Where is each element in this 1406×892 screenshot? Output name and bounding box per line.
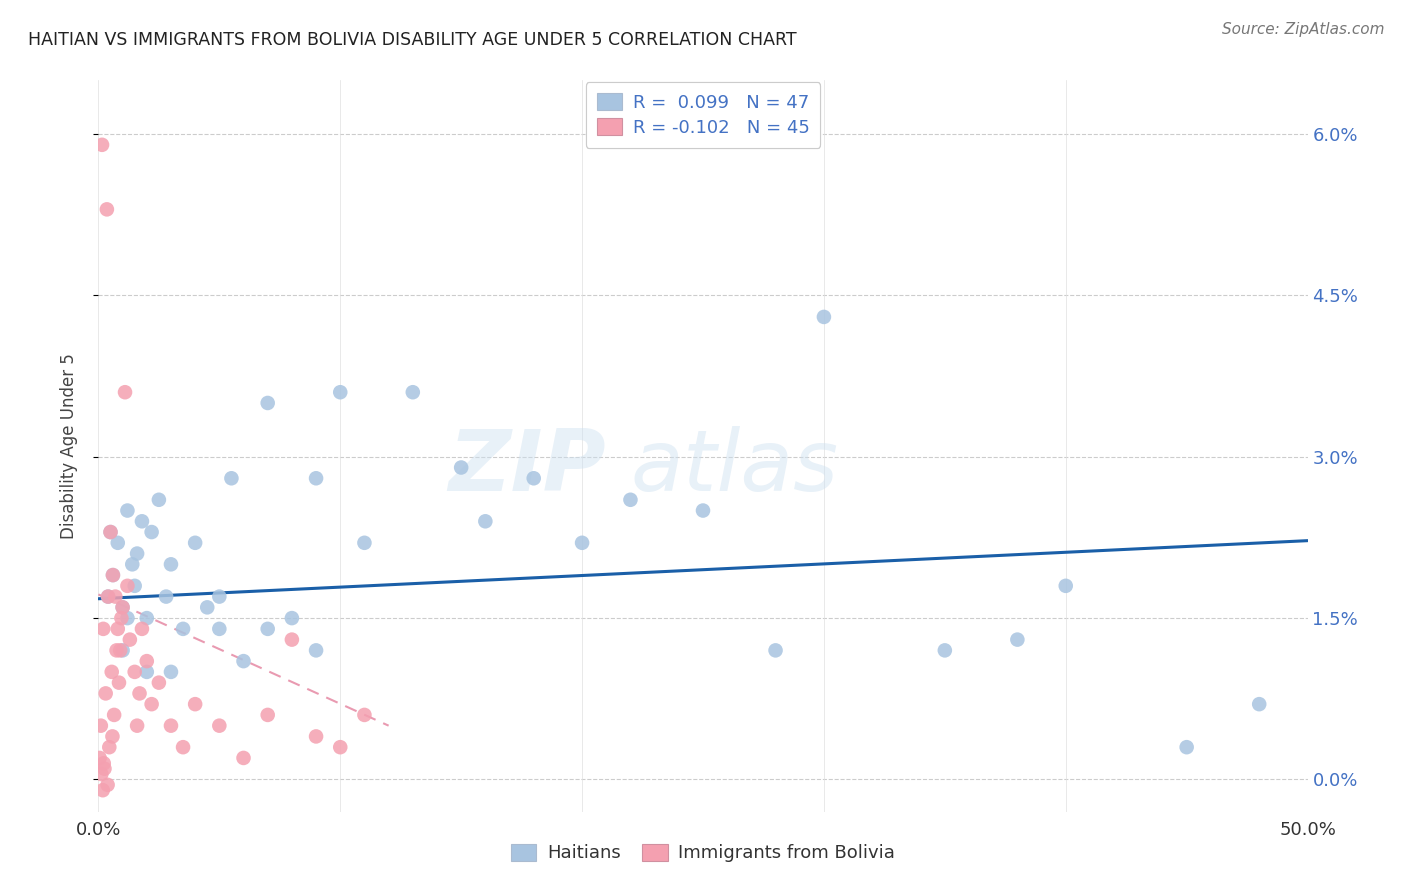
Point — [141, 524, 163, 539]
Point — [100, 524, 122, 539]
Point — [256, 622, 278, 636]
Point — [96, 202, 118, 217]
Point — [329, 740, 352, 755]
Point — [118, 632, 141, 647]
Point — [148, 675, 170, 690]
Point — [523, 471, 546, 485]
Point — [1007, 632, 1029, 647]
Point — [108, 643, 131, 657]
Point — [281, 611, 304, 625]
Point — [127, 547, 149, 561]
Point — [450, 460, 472, 475]
Point — [124, 665, 146, 679]
Point — [91, 137, 114, 152]
Point — [105, 643, 128, 657]
Point — [619, 492, 641, 507]
Point — [160, 665, 183, 679]
Point — [101, 730, 124, 744]
Point — [131, 622, 153, 636]
Point — [91, 622, 114, 636]
Text: ZIP: ZIP — [449, 426, 606, 509]
Point — [111, 643, 134, 657]
Point — [90, 719, 112, 733]
Point — [131, 514, 153, 528]
Point — [402, 385, 425, 400]
Point — [474, 514, 496, 528]
Point — [256, 396, 278, 410]
Point — [121, 558, 143, 572]
Point — [256, 707, 278, 722]
Point — [232, 654, 254, 668]
Text: Source: ZipAtlas.com: Source: ZipAtlas.com — [1222, 22, 1385, 37]
Legend: Haitians, Immigrants from Bolivia: Haitians, Immigrants from Bolivia — [503, 837, 903, 870]
Point — [208, 590, 231, 604]
Point — [100, 665, 122, 679]
Point — [94, 686, 117, 700]
Point — [208, 622, 231, 636]
Point — [124, 579, 146, 593]
Point — [160, 558, 183, 572]
Point — [148, 492, 170, 507]
Point — [93, 756, 115, 771]
Point — [172, 622, 194, 636]
Point — [114, 385, 136, 400]
Point — [103, 707, 125, 722]
Point — [111, 600, 134, 615]
Point — [117, 579, 139, 593]
Text: atlas: atlas — [630, 426, 838, 509]
Point — [89, 751, 111, 765]
Point — [172, 740, 194, 755]
Point — [232, 751, 254, 765]
Point — [128, 686, 150, 700]
Point — [135, 611, 157, 625]
Point — [221, 471, 243, 485]
Point — [281, 632, 304, 647]
Point — [329, 385, 352, 400]
Text: HAITIAN VS IMMIGRANTS FROM BOLIVIA DISABILITY AGE UNDER 5 CORRELATION CHART: HAITIAN VS IMMIGRANTS FROM BOLIVIA DISAB… — [28, 31, 797, 49]
Point — [98, 740, 121, 755]
Point — [1054, 579, 1077, 593]
Point — [571, 536, 593, 550]
Point — [104, 590, 127, 604]
Point — [107, 536, 129, 550]
Point — [97, 590, 120, 604]
Point — [93, 762, 115, 776]
Point — [1175, 740, 1198, 755]
Point — [117, 611, 139, 625]
Point — [111, 600, 134, 615]
Point — [765, 643, 787, 657]
Point — [90, 767, 112, 781]
Point — [305, 643, 328, 657]
Point — [97, 778, 120, 792]
Point — [692, 503, 714, 517]
Point — [934, 643, 956, 657]
Point — [101, 568, 124, 582]
Point — [117, 503, 139, 517]
Point — [155, 590, 177, 604]
Y-axis label: Disability Age Under 5: Disability Age Under 5 — [59, 353, 77, 539]
Point — [135, 665, 157, 679]
Point — [97, 590, 120, 604]
Point — [91, 783, 114, 797]
Point — [110, 611, 132, 625]
Point — [108, 675, 131, 690]
Point — [135, 654, 157, 668]
Point — [107, 622, 129, 636]
Point — [100, 524, 122, 539]
Point — [101, 568, 124, 582]
Point — [195, 600, 218, 615]
Point — [353, 536, 375, 550]
Point — [127, 719, 149, 733]
Point — [184, 697, 207, 711]
Point — [208, 719, 231, 733]
Legend: R =  0.099   N = 47, R = -0.102   N = 45: R = 0.099 N = 47, R = -0.102 N = 45 — [586, 82, 820, 147]
Point — [353, 707, 375, 722]
Point — [160, 719, 183, 733]
Point — [1249, 697, 1271, 711]
Point — [184, 536, 207, 550]
Point — [141, 697, 163, 711]
Point — [305, 471, 328, 485]
Point — [813, 310, 835, 324]
Point — [305, 730, 328, 744]
